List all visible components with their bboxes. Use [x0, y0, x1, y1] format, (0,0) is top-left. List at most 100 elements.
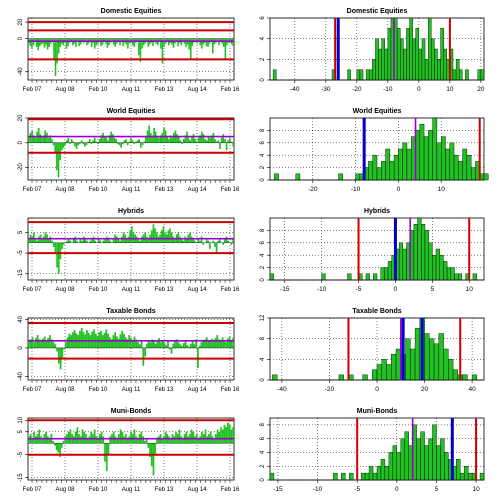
- y-tick-label: 10: [18, 416, 24, 423]
- histogram-bar: [372, 472, 378, 481]
- bar: [109, 436, 112, 444]
- histogram-bar: [269, 273, 274, 281]
- bar: [105, 443, 108, 471]
- bar: [116, 236, 118, 243]
- bar: [191, 38, 194, 47]
- x-tick-label: -10: [383, 86, 393, 93]
- histogram-bar: [434, 48, 438, 81]
- bar: [138, 38, 140, 56]
- bar: [154, 228, 156, 243]
- bar: [207, 240, 210, 243]
- histogram-bar: [398, 242, 404, 281]
- bar: [232, 337, 234, 348]
- y-tick-label: 0: [260, 378, 266, 382]
- x-tick-label: Aug 11: [122, 287, 141, 293]
- x-tick-label: Feb 16: [221, 287, 240, 293]
- bar: [220, 137, 223, 143]
- bar: [56, 242, 58, 268]
- bar: [55, 443, 58, 451]
- bar: [47, 238, 50, 243]
- histogram-bar: [432, 117, 438, 181]
- x-tick-label: -20: [325, 386, 335, 393]
- bar: [214, 337, 217, 348]
- histogram-bar: [454, 273, 459, 281]
- bar: [103, 38, 106, 42]
- x-tick-label: Feb 07: [23, 87, 42, 93]
- x-tick-label: -5: [356, 286, 362, 293]
- histogram-bar: [424, 59, 429, 81]
- bar: [114, 38, 117, 47]
- bar: [105, 137, 108, 143]
- bar: [121, 330, 124, 348]
- x-tick-label: 5: [435, 486, 439, 493]
- bar: [222, 134, 225, 143]
- bar: [75, 142, 78, 149]
- x-tick-label: Feb 10: [89, 87, 108, 93]
- bar: [145, 38, 148, 42]
- bar: [62, 142, 65, 148]
- bar: [45, 340, 48, 348]
- histogram-bar: [364, 472, 370, 481]
- bar: [80, 140, 83, 143]
- bar: [140, 236, 143, 243]
- bar: [53, 443, 56, 446]
- histogram-bar: [424, 445, 429, 481]
- bar: [179, 140, 182, 143]
- histogram-bar: [391, 353, 397, 381]
- histogram-bar: [402, 142, 408, 181]
- bar: [159, 135, 162, 143]
- histogram-bar: [385, 148, 391, 181]
- bar: [35, 337, 37, 348]
- bar: [64, 342, 67, 348]
- bar: [121, 142, 124, 145]
- bar: [200, 342, 203, 348]
- bar: [35, 38, 38, 47]
- histogram-bar: [372, 154, 378, 181]
- bar: [230, 141, 233, 143]
- bar: [164, 232, 166, 243]
- histogram-bar: [362, 374, 368, 381]
- histogram-bar: [470, 167, 476, 181]
- bar: [93, 137, 96, 143]
- x-tick-label: Feb 16: [221, 187, 240, 193]
- x-tick-label: -15: [280, 286, 290, 293]
- bar: [126, 238, 128, 243]
- x-tick-label: Feb 07: [23, 187, 42, 193]
- histogram-bar: [355, 173, 361, 181]
- histogram-bar: [445, 148, 450, 181]
- bar: [209, 137, 211, 143]
- histogram-bar: [435, 248, 440, 281]
- bar: [42, 236, 45, 243]
- y-tick-label: -40: [18, 67, 24, 76]
- histogram-bar: [444, 452, 449, 481]
- bar: [180, 238, 183, 243]
- bar: [184, 340, 187, 348]
- bar: [211, 436, 214, 444]
- histogram-bar: [419, 123, 425, 181]
- bar: [202, 134, 205, 143]
- bar: [182, 38, 184, 42]
- bar: [170, 232, 173, 243]
- bar: [49, 236, 52, 243]
- bar: [59, 142, 61, 161]
- bar: [219, 38, 222, 42]
- bar: [112, 238, 115, 243]
- bar: [142, 436, 144, 444]
- histogram-bar: [460, 472, 465, 481]
- y-tick-label: 6: [260, 140, 266, 144]
- bar: [133, 142, 136, 145]
- histogram-bar: [421, 223, 426, 281]
- y-tick-label: 0: [18, 36, 24, 40]
- bar: [114, 436, 117, 444]
- histogram-bar: [406, 148, 412, 181]
- bar: [79, 436, 82, 444]
- bar: [145, 438, 148, 444]
- histogram-bar: [443, 48, 447, 81]
- histogram-bar: [359, 69, 364, 81]
- bar: [161, 438, 164, 444]
- bar: [144, 232, 146, 243]
- bar: [80, 327, 83, 348]
- bar: [214, 139, 216, 143]
- bar: [100, 38, 102, 47]
- bar: [167, 340, 169, 348]
